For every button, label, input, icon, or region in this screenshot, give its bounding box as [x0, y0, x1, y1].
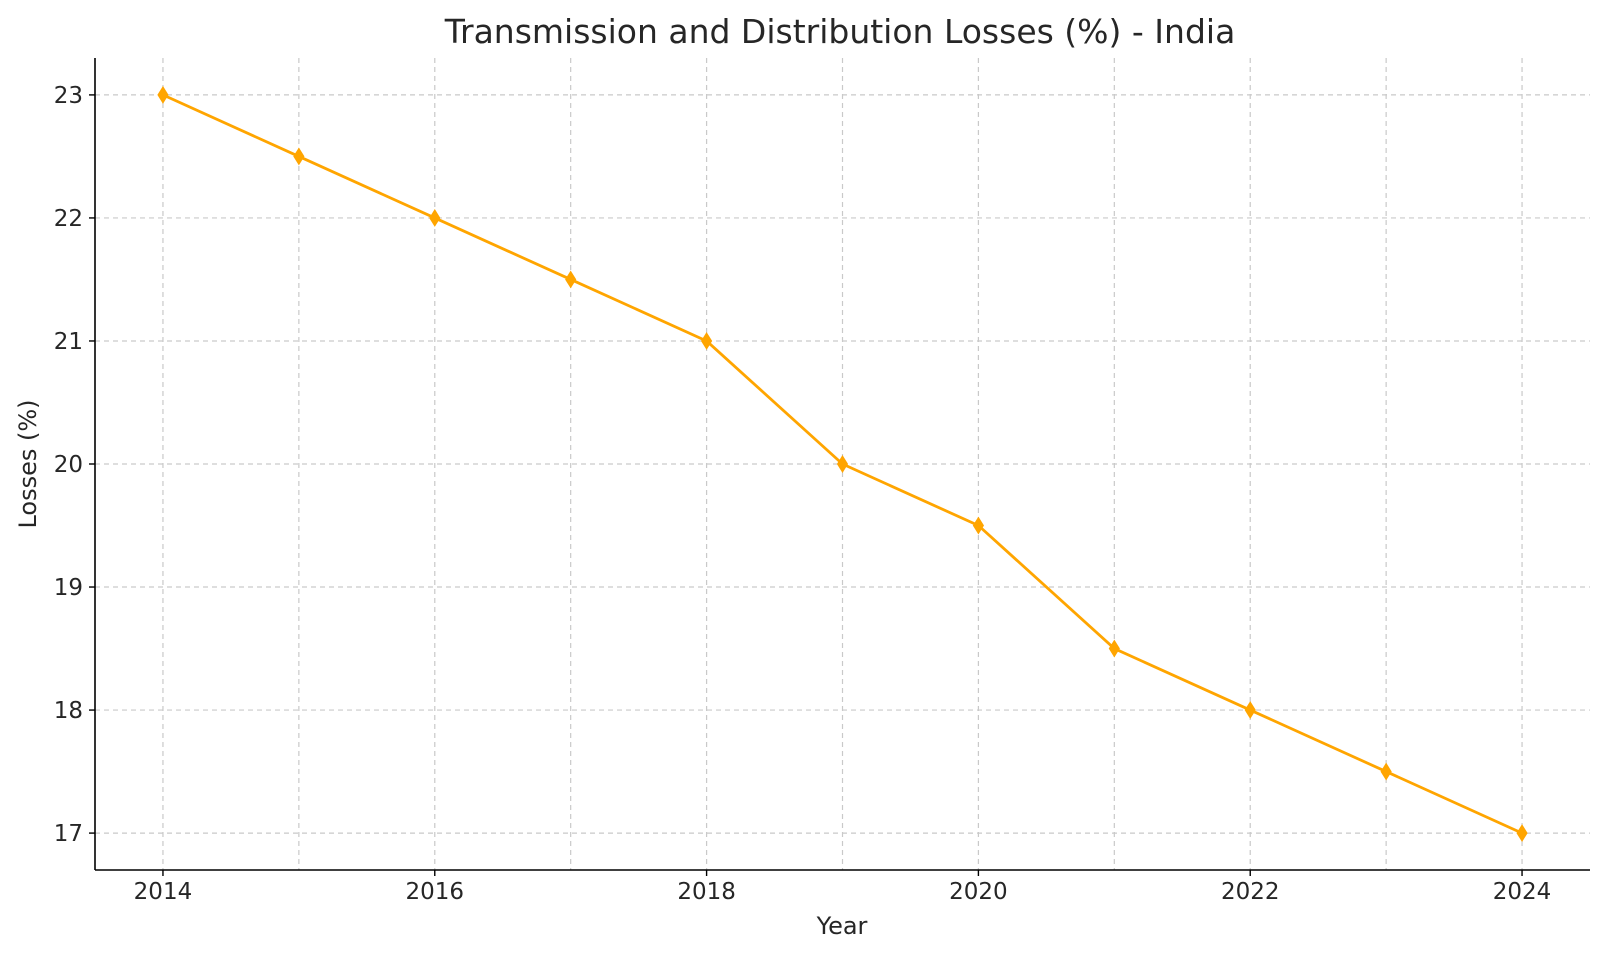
- y-tick-label: 22: [54, 206, 83, 232]
- data-point-marker: [701, 332, 713, 350]
- y-tick-label: 19: [54, 575, 83, 601]
- x-tick-label: 2022: [1221, 879, 1280, 905]
- x-tick-label: 2024: [1493, 879, 1552, 905]
- x-tick-label: 2016: [405, 879, 464, 905]
- y-tick-label: 23: [54, 83, 83, 109]
- x-tick-label: 2018: [677, 879, 736, 905]
- data-point-marker: [429, 208, 441, 227]
- y-axis-label: Losses (%): [14, 399, 42, 528]
- y-tick-label: 17: [54, 821, 83, 847]
- ticks: 2014 2016 2018 2020 2022 2024 17 18 19 20 21 22 23: [54, 83, 1552, 905]
- data-point-marker: [1108, 639, 1120, 658]
- data-point-marker: [972, 516, 984, 535]
- x-tick-label: 2020: [949, 879, 1008, 905]
- chart-title: Transmission and Distribution Losses (%)…: [444, 12, 1236, 51]
- data-point-marker: [1380, 762, 1392, 781]
- x-axis-label: Year: [816, 912, 868, 940]
- data-point-marker: [565, 270, 577, 289]
- data-point-marker: [157, 85, 169, 104]
- x-tick-label: 2014: [134, 879, 193, 905]
- data-point-marker: [1516, 824, 1528, 843]
- series: [157, 85, 1528, 843]
- data-point-marker: [836, 455, 849, 473]
- data-point-marker: [1244, 701, 1256, 720]
- y-tick-label: 18: [54, 698, 83, 724]
- y-tick-label: 20: [54, 452, 83, 478]
- y-tick-label: 21: [54, 329, 83, 355]
- data-point-marker: [293, 147, 305, 166]
